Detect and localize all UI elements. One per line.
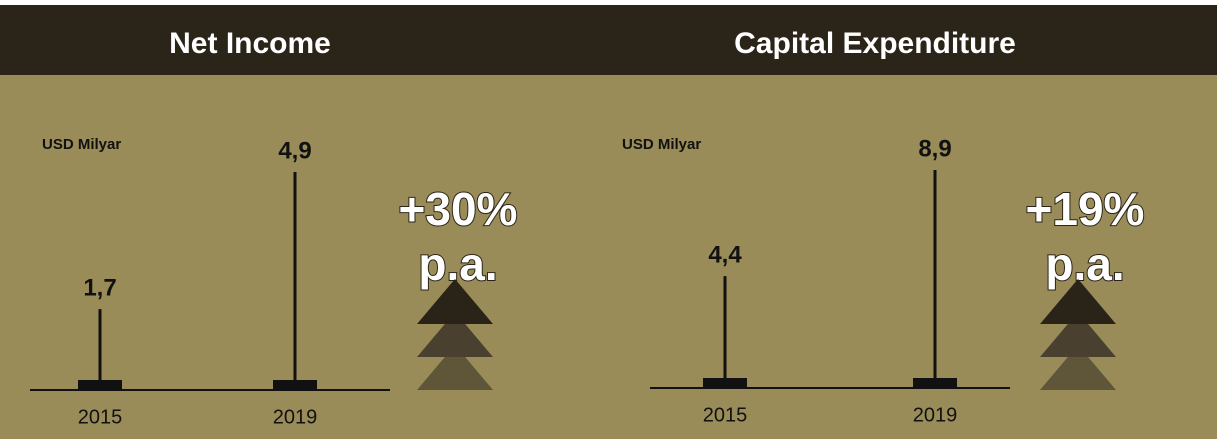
chevron <box>417 279 493 324</box>
panel-title: Net Income <box>169 27 331 60</box>
growth-annotation: +19% <box>1026 183 1145 235</box>
unit-label: USD Milyar <box>42 136 121 153</box>
chevron <box>1040 345 1116 390</box>
value-label: 4,4 <box>708 242 742 269</box>
header-band <box>0 5 1217 75</box>
growth-annotation: +30% <box>399 183 518 235</box>
value-label: 1,7 <box>83 274 116 301</box>
value-label: 4,9 <box>278 137 311 164</box>
chevron <box>1040 312 1116 357</box>
category-label: 2019 <box>913 404 958 426</box>
chevron <box>417 345 493 390</box>
chevron <box>1040 279 1116 324</box>
top-strip <box>0 0 1217 5</box>
growth-annotation: p.a. <box>418 238 497 290</box>
panel-title: Capital Expenditure <box>734 27 1016 60</box>
growth-annotation: p.a. <box>1045 238 1124 290</box>
category-label: 2015 <box>78 406 123 428</box>
category-label: 2015 <box>703 404 748 426</box>
chevron <box>417 312 493 357</box>
value-label: 8,9 <box>918 135 951 162</box>
category-label: 2019 <box>273 406 318 428</box>
unit-label: USD Milyar <box>622 136 701 153</box>
